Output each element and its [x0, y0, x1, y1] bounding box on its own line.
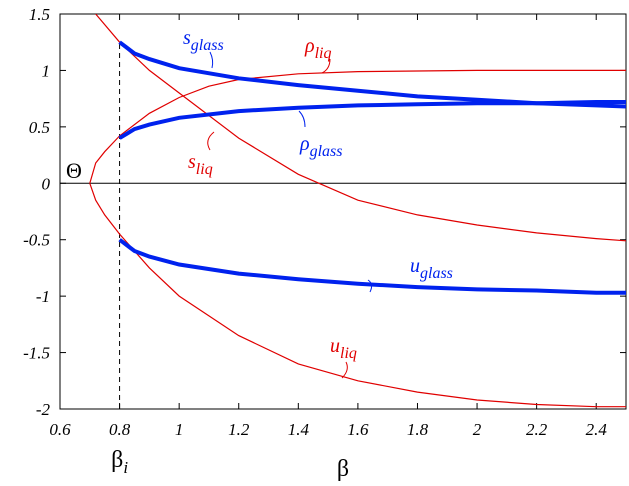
y-tick-label: -2: [36, 400, 51, 419]
series-label: uglass: [410, 255, 453, 282]
x-axis-label: β: [337, 456, 349, 482]
y-tick-label: 0.5: [29, 118, 50, 137]
series-line: [118, 238, 626, 295]
x-tick-label: 2.2: [526, 420, 548, 439]
series-sub: liq: [196, 161, 213, 178]
series-label: ρliq: [304, 35, 332, 62]
label-leader: [209, 51, 214, 69]
label-leader: [321, 58, 331, 74]
series-line: [89, 69, 626, 184]
series-label: ρglass: [299, 133, 343, 160]
series-line: [89, 183, 626, 408]
x-tick-label: 0.8: [109, 420, 131, 439]
y-tick-label: 1.5: [29, 5, 50, 24]
plot-frame: [59, 13, 627, 410]
series-name: s: [188, 151, 196, 173]
x-tick-label: 1.2: [228, 420, 250, 439]
marker-symbol: β: [111, 447, 123, 473]
label-leader: [367, 279, 373, 293]
x-tick-label: 0.6: [49, 420, 71, 439]
series-sub: glass: [191, 37, 224, 54]
marker-label: βi: [111, 447, 128, 477]
series-sub: liq: [315, 45, 332, 62]
series-label: sglass: [183, 27, 224, 54]
series-label: sliq: [188, 151, 213, 178]
annotation: Θ: [66, 158, 82, 183]
y-tick-label: 1: [42, 61, 51, 80]
y-tick-label: -1: [36, 287, 50, 306]
series-line: [118, 100, 626, 140]
series-sub: glass: [420, 265, 453, 282]
label-leader: [341, 361, 348, 379]
label-leader: [207, 131, 215, 151]
marker-sub: i: [123, 458, 128, 477]
series-name: s: [183, 27, 191, 49]
x-tick-label: 1: [175, 420, 184, 439]
y-tick-label: -0.5: [23, 231, 50, 250]
x-tick-label: 2.4: [586, 420, 608, 439]
label-leader: [298, 110, 306, 128]
x-tick-label: 1.4: [288, 420, 310, 439]
y-tick-label: -1.5: [23, 344, 50, 363]
series-name: u: [330, 335, 340, 357]
series-name: ρ: [304, 35, 315, 57]
series-line: [95, 14, 626, 242]
series-name: ρ: [299, 133, 310, 155]
y-tick-label: 0: [42, 174, 51, 193]
x-tick-label: 1.6: [347, 420, 369, 439]
x-tick-label: 2: [473, 420, 482, 439]
series-sub: glass: [310, 143, 343, 160]
series-label: uliq: [330, 335, 357, 362]
x-tick-label: 1.8: [407, 420, 429, 439]
series-sub: liq: [340, 345, 357, 362]
series-name: u: [410, 255, 420, 277]
